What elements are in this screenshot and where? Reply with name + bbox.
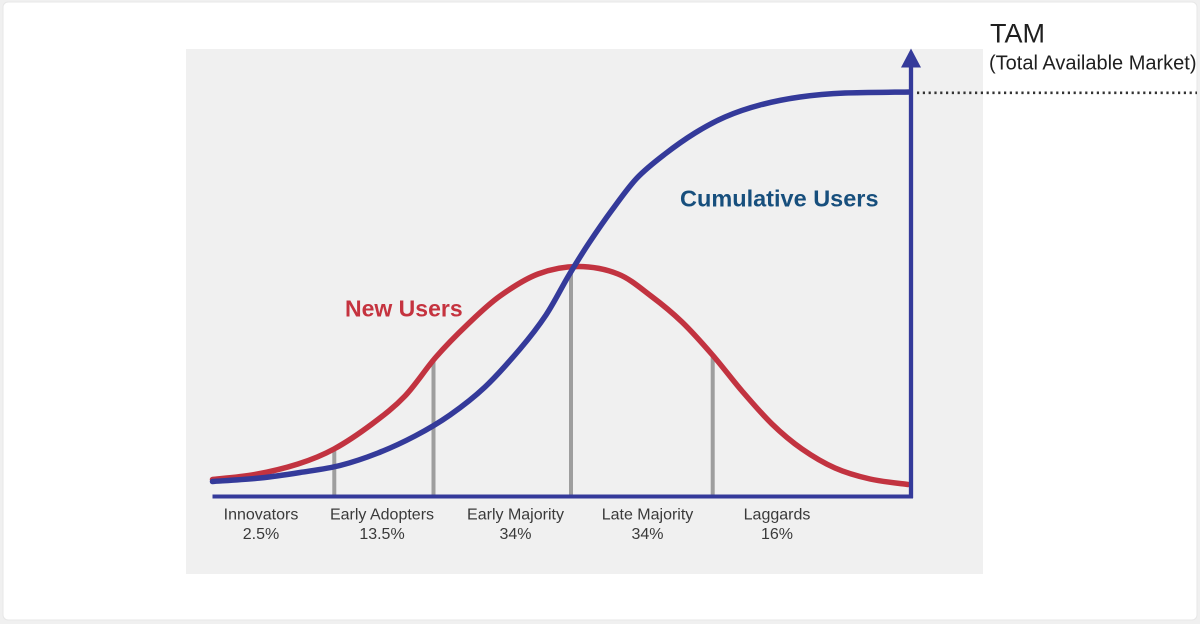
svg-text:16%: 16% [761, 526, 793, 543]
svg-text:34%: 34% [499, 526, 531, 543]
svg-text:Early Adopters: Early Adopters [330, 507, 434, 524]
svg-text:13.5%: 13.5% [359, 526, 404, 543]
svg-text:Early Majority: Early Majority [467, 507, 564, 524]
svg-text:New Users: New Users [345, 296, 463, 322]
svg-text:Cumulative Users: Cumulative Users [680, 186, 879, 212]
svg-text:34%: 34% [631, 526, 663, 543]
svg-text:TAM: TAM [990, 19, 1045, 49]
svg-text:2.5%: 2.5% [243, 526, 279, 543]
svg-text:Innovators: Innovators [224, 507, 299, 524]
svg-text:Late Majority: Late Majority [602, 507, 694, 524]
svg-text:(Total Available Market): (Total Available Market) [989, 53, 1197, 75]
svg-text:Laggards: Laggards [744, 507, 811, 524]
